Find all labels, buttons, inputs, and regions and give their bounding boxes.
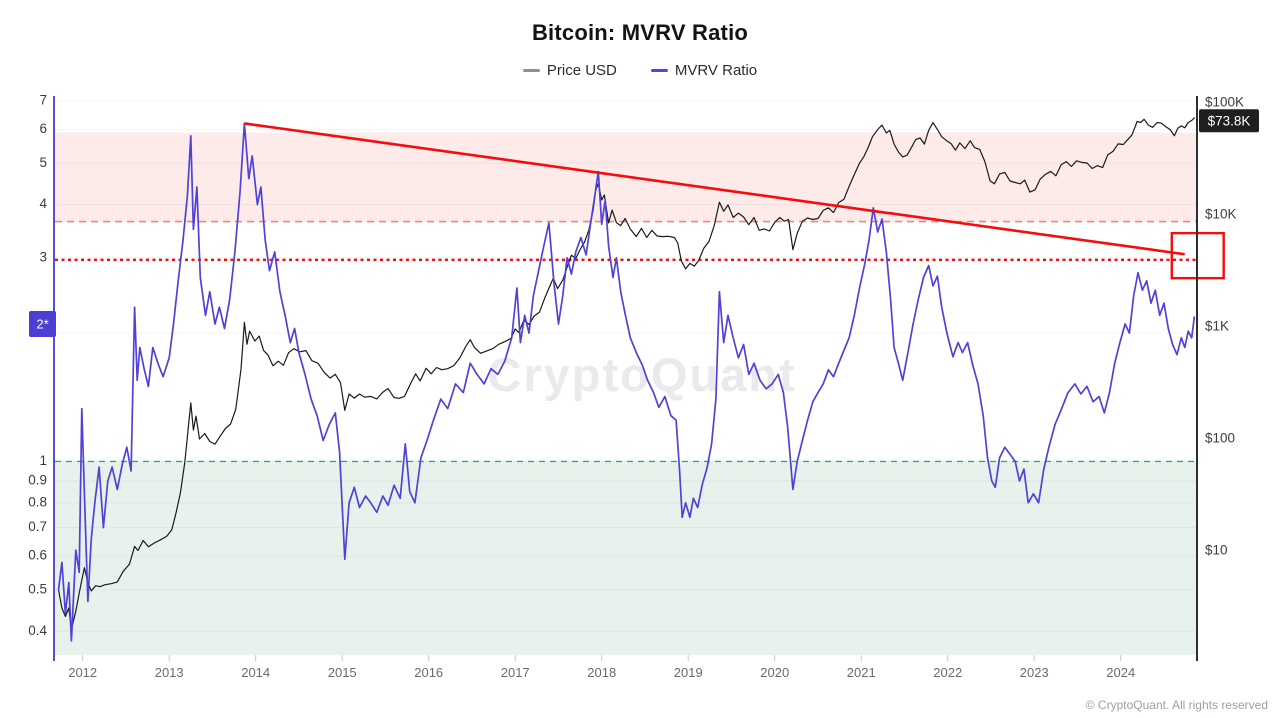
x-tick-label: 2014: [241, 665, 270, 680]
left-axis-tick-label: 5: [39, 155, 47, 170]
chart-legend: Price USD MVRV Ratio: [0, 62, 1280, 79]
descending-trend-line: [244, 122, 1185, 256]
left-axis-tick-label: 0.7: [28, 519, 47, 534]
right-axis-tick-label: $100K: [1205, 95, 1244, 110]
left-axis-tick-label: 3: [39, 249, 47, 264]
left-axis-tick-label: 0.4: [28, 623, 47, 638]
x-tick-label: 2023: [1020, 665, 1049, 680]
mvrv-current-badge: [29, 311, 56, 338]
mvrv-series-line: [57, 122, 1196, 642]
mvrv-current-value: 2*: [36, 316, 48, 331]
left-axis-tick-label: 6: [39, 121, 47, 136]
x-tick-label: 2013: [155, 665, 184, 680]
mvrv-legend-dash-icon: [650, 69, 668, 72]
legend-item-mvrv[interactable]: MVRV Ratio: [650, 62, 758, 79]
x-tick-label: 2019: [674, 665, 703, 680]
x-tick-label: 2018: [587, 665, 616, 680]
left-axis-tick-label: 7: [39, 93, 47, 108]
left-axis-tick-label: 0.5: [28, 581, 47, 596]
legend-label-price: Price USD: [546, 62, 617, 79]
price-current-badge: [1199, 109, 1259, 133]
watermark: CryptoQuant: [487, 348, 796, 401]
right-axis-tick-label: $10K: [1205, 207, 1237, 222]
x-tick-label: 2012: [68, 665, 97, 680]
legend-label-mvrv: MVRV Ratio: [674, 62, 758, 79]
left-axis-tick-label: 1: [39, 453, 47, 468]
price-current-value: $73.8K: [1208, 113, 1251, 128]
undervalued-band: [55, 461, 1196, 655]
x-tick-label: 2022: [933, 665, 962, 680]
left-axis-tick-label: 0.6: [28, 548, 47, 563]
left-axis-tick-label: 0.8: [28, 494, 47, 509]
price-legend-dash-icon: [522, 69, 540, 72]
left-axis-tick-label: 0.9: [28, 473, 47, 488]
x-tick-label: 2016: [414, 665, 443, 680]
right-axis-tick-label: $10: [1205, 543, 1228, 558]
page-title: Bitcoin: MVRV Ratio: [531, 20, 749, 45]
x-tick-label: 2024: [1106, 665, 1135, 680]
copyright-note: © CryptoQuant. All rights reserved: [1085, 698, 1268, 712]
right-axis-tick-label: $100: [1205, 431, 1235, 446]
price-series-line: [57, 117, 1195, 630]
x-tick-label: 2017: [501, 665, 530, 680]
legend-item-price[interactable]: Price USD: [522, 62, 617, 79]
x-tick-label: 2020: [760, 665, 789, 680]
x-tick-label: 2021: [847, 665, 876, 680]
left-axis-tick-label: 4: [39, 196, 47, 211]
x-tick-label: 2015: [328, 665, 357, 680]
right-axis-tick-label: $1K: [1205, 319, 1229, 334]
